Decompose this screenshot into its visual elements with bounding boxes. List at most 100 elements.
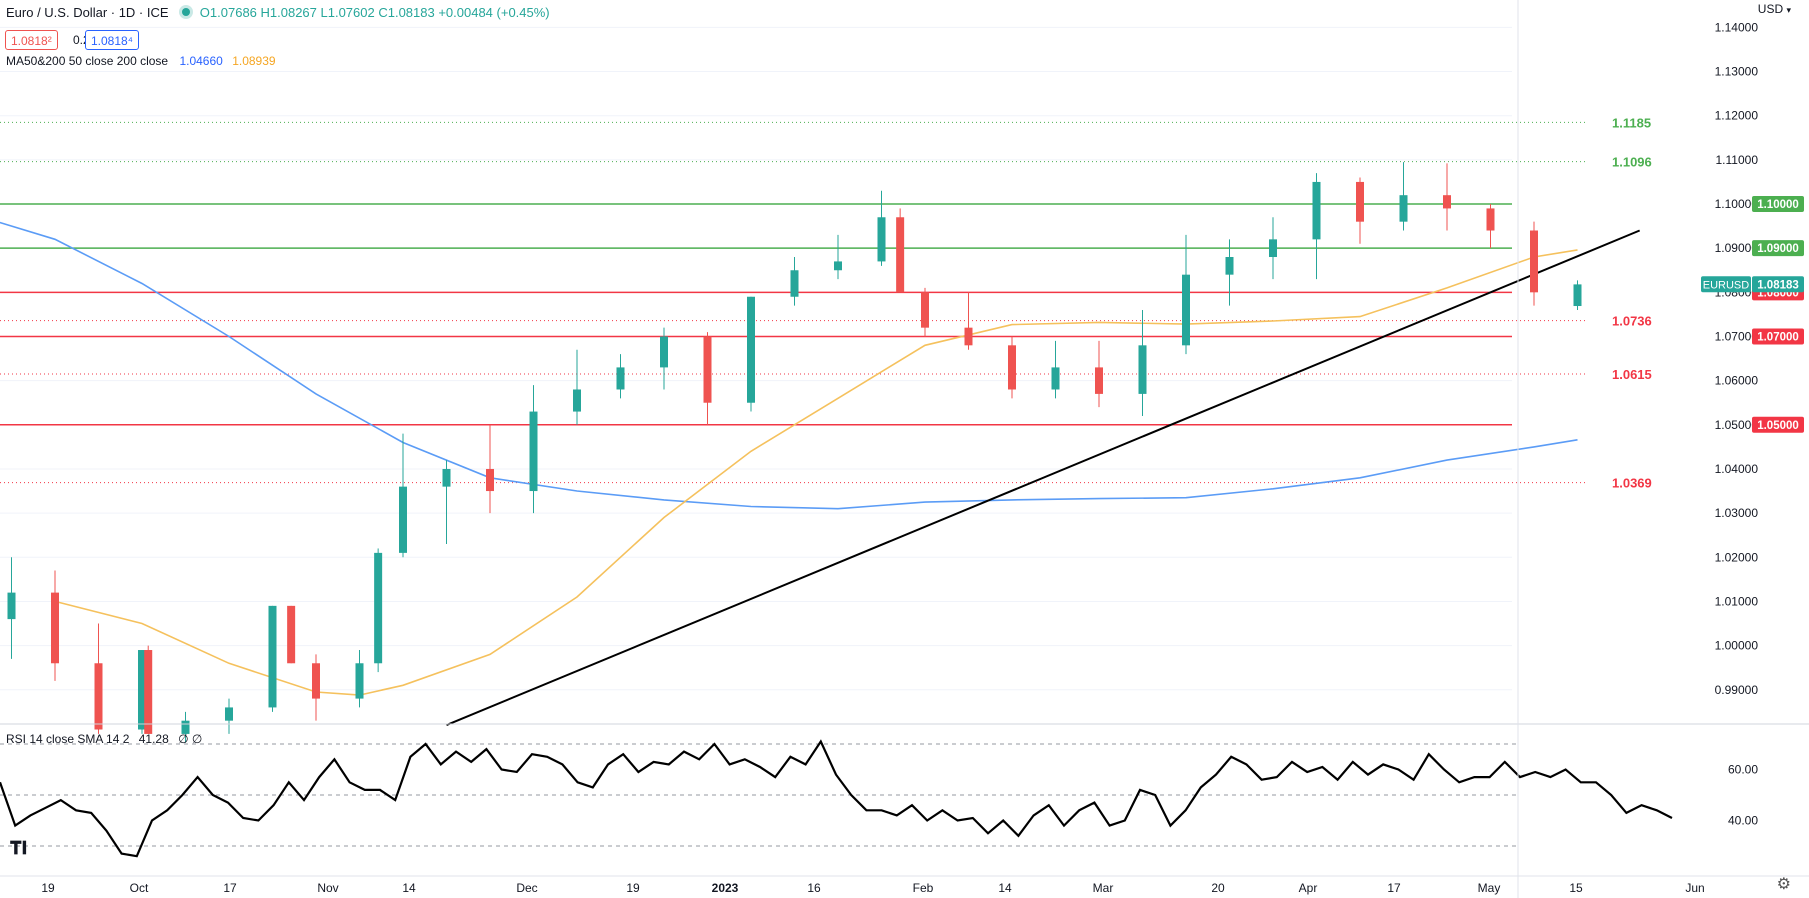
candlesticks [7,162,1582,743]
level-tag-label: 1.10000 [1757,199,1799,211]
price-axis: 1.14000 1.13000 1.12000 1.11000 1.10000 1.090… [1517,0,1804,898]
price-tick-label: 1.01000 [1715,594,1759,608]
candle-body [1443,195,1451,209]
live-dot-icon [182,8,191,16]
currency-label: USD [1757,2,1784,16]
fib-label: 1.0615 [1612,367,1652,382]
time-tick-label: May [1478,881,1501,895]
price-tick-label: 1.12000 [1715,109,1759,123]
price-tick-label: 1.04000 [1715,462,1759,476]
time-tick-label: 16 [807,881,821,895]
candle-body [964,327,973,346]
level-tag-label: 1.07000 [1757,331,1799,343]
ma50-line [54,249,1578,696]
price-tick-label: 1.00000 [1715,639,1759,653]
currency-dropdown-icon: ▾ [1786,5,1791,15]
currency-selector[interactable]: USD ▾ [1758,2,1791,16]
rsi-tick-label: 60.00 [1728,763,1758,777]
price-tick-label: 1.02000 [1715,550,1759,564]
price-tick-label: 1.13000 [1715,65,1759,79]
last-price-tag [1752,276,1804,293]
candle-body [660,336,668,368]
price-tick-label: 1.06000 [1715,374,1759,388]
ohlc-values: O1.07686 H1.08267 L1.07602 C1.08183 +0.0… [199,5,550,20]
time-tick-label: Oct [130,881,149,895]
candle-body [921,292,929,328]
candle-body [442,468,451,487]
price-tick-label: 1.14000 [1715,20,1759,34]
price-tick-label: 1.09000 [1715,241,1759,255]
time-tick-label: Apr [1299,881,1318,895]
candle-body [1486,208,1495,231]
time-tick-label: Jun [1685,881,1704,895]
candle-body [355,663,364,699]
fib-label: 1.1185 [1612,115,1651,130]
ma-legend[interactable]: MA50&200 50 close 200 close 1.04660 1.08… [6,54,276,68]
time-tick-label: 17 [1387,881,1401,895]
time-tick-label: Nov [317,881,338,895]
time-tick-label: 20 [1211,881,1225,895]
horizontal-levels: 1.1185 1.1096 1.0736 1.0615 1.0369 [0,115,1652,491]
candle-body [374,552,383,664]
time-tick-label: 14 [998,881,1012,895]
rsi-extra: ∅ ∅ [178,732,203,746]
candle-body [703,336,712,403]
price-tick-label: 1.10000 [1715,197,1759,211]
candle-body [268,605,277,708]
tradingview-logo-icon[interactable]: 𝐓𝐈 [10,838,28,858]
rsi-pane: 60.00 40.00 [0,723,1809,858]
time-tick-label: Feb [913,881,934,895]
buy-button[interactable]: 1.0818⁴ [85,30,139,50]
candle-body [1573,284,1582,307]
time-tick-label: 14 [402,881,416,895]
candle-body [1356,181,1364,222]
ma200-value: 1.08939 [232,54,276,68]
candle-body [181,720,190,734]
candle-body [1399,195,1408,222]
candle-body [486,468,494,492]
settings-gear-icon[interactable]: ⚙ [1776,876,1791,893]
candle-body [399,486,407,553]
level-tag [1752,328,1804,345]
fib-label: 1.1096 [1612,155,1652,170]
fib-label: 1.0736 [1612,314,1652,329]
time-tick-label: 19 [626,881,640,895]
candle-body [1225,257,1234,275]
time-tick-label: Dec [516,881,537,895]
candle-body [287,605,296,664]
candle-body [1008,345,1016,390]
candle-body [529,411,538,492]
candle-body [138,650,146,730]
candle-body [834,261,842,271]
candle-body [790,270,799,297]
candle-body [877,217,886,262]
price-tick-label: 1.05000 [1715,418,1759,432]
trendline-group [446,229,1641,727]
level-tag-label: 1.09000 [1757,243,1799,255]
level-tag [1752,240,1804,257]
symbol-name: Euro / U.S. Dollar · 1D · ICE [6,5,169,20]
rsi-label: RSI 14 close SMA 14 2 [6,732,130,746]
candle-body [1051,367,1060,390]
time-tick-label: 15 [1569,881,1583,895]
symbol-tag [1701,276,1751,293]
candle-body [573,389,581,412]
candle-body [1095,367,1103,394]
time-tick-label: Mar [1093,881,1114,895]
rsi-tick-label: 40.00 [1728,814,1758,828]
candle-body [7,592,16,620]
candle-body [1312,181,1321,240]
candle-body [1530,230,1538,293]
rsi-legend[interactable]: RSI 14 close SMA 14 2 41.28 ∅ ∅ [6,732,202,746]
candle-body [51,592,59,664]
rsi-value: 41.28 [138,732,169,746]
price-tick-label: 1.07000 [1715,329,1759,343]
candle-body [896,217,905,293]
sell-button[interactable]: 1.0818² [5,30,58,50]
price-tick-label: 1.03000 [1715,506,1759,520]
symbol-title[interactable]: Euro / U.S. Dollar · 1D · ICE O1.07686 H… [6,5,550,20]
symbol-tag-label: EURUSD [1703,279,1750,291]
time-tick-label: 17 [223,881,237,895]
trendline [446,229,1641,727]
